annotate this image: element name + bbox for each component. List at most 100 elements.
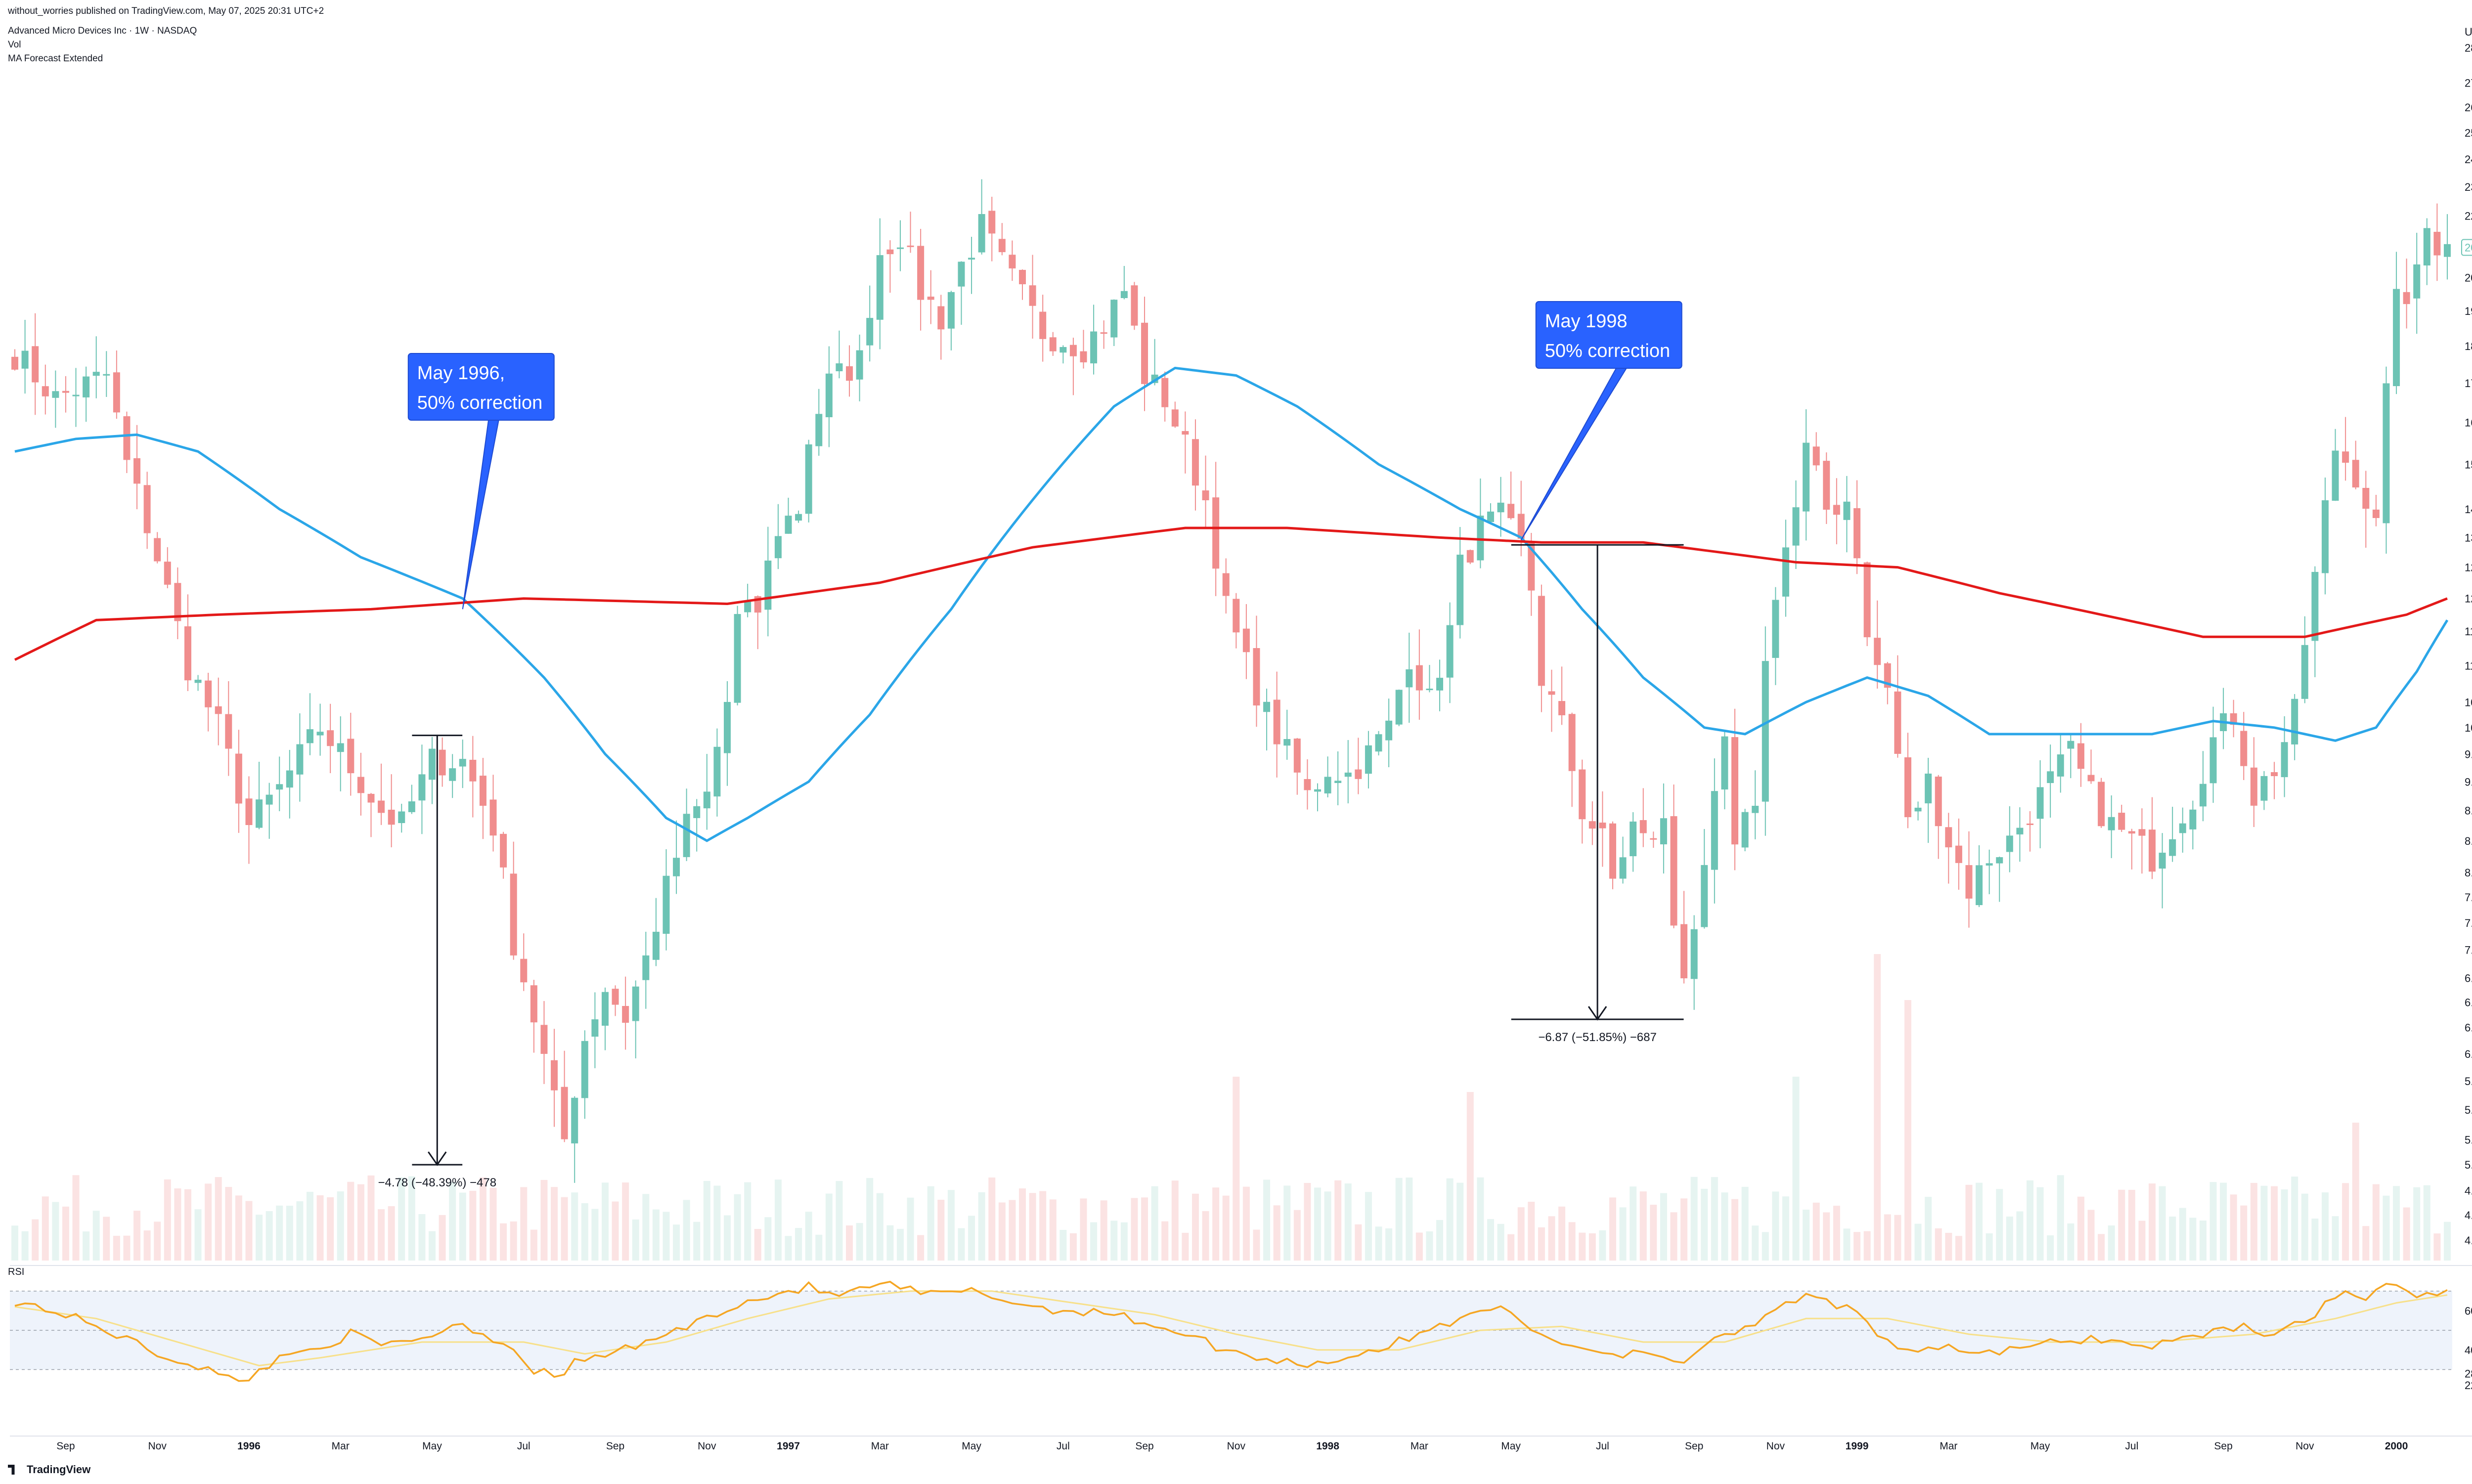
volume-bar [1192, 1193, 1199, 1261]
volume-bar [123, 1235, 131, 1261]
vol-indicator-label[interactable]: Vol [8, 40, 21, 50]
candle-body [1324, 777, 1331, 794]
price-tick-label: 7.70 [2465, 891, 2472, 904]
candle-body [378, 800, 385, 813]
volume-bar [1538, 1227, 1545, 1261]
candle-body [856, 350, 863, 380]
tradingview-footer: TradingView [8, 1463, 90, 1476]
time-tick-label: Nov [2295, 1440, 2314, 1452]
volume-bar [2128, 1189, 2135, 1261]
candle-body [1639, 820, 1647, 833]
candle-body [1018, 269, 1026, 284]
volume-bar [1762, 1232, 1769, 1261]
candle-body [225, 714, 232, 749]
candle-body [1283, 739, 1291, 746]
candle-body [32, 346, 39, 383]
volume-bar [540, 1179, 548, 1261]
volume-bar [652, 1209, 660, 1261]
callout-line2: 50% correction [417, 393, 542, 413]
volume-bar [500, 1223, 507, 1261]
candle-body [439, 749, 446, 776]
volume-bar [337, 1191, 344, 1261]
candle-body [1874, 638, 1881, 665]
candle-body [276, 784, 283, 790]
volume-bar [2240, 1205, 2248, 1261]
volume-bar [2362, 1226, 2370, 1261]
callout-line2: 50% correction [1545, 341, 1670, 361]
candle-body [561, 1087, 568, 1139]
volume-bar [551, 1187, 558, 1261]
candle-body [154, 538, 161, 562]
volume-bar [215, 1177, 222, 1261]
volume-bar [927, 1186, 934, 1261]
candle-body [1212, 497, 1220, 569]
candle-body [1273, 699, 1280, 744]
candle-body [1650, 838, 1657, 840]
volume-bar [1579, 1232, 1586, 1261]
candle-body [1589, 821, 1596, 829]
time-axis[interactable]: Sep Nov 1996 Mar May Jul Sep Nov 1997 Mar May Jul Se… [10, 1436, 2472, 1452]
candle-body [1762, 661, 1769, 802]
volume-bar [1283, 1185, 1291, 1261]
volume-bar [1996, 1189, 2003, 1261]
rsi-line [14, 1280, 2448, 1382]
candle-body [174, 583, 181, 621]
volume-bar [1233, 1077, 1240, 1261]
candle-body [1355, 769, 1362, 779]
candle-body [133, 458, 141, 484]
price-tick-label: 4.54 [2465, 1234, 2472, 1247]
volume-bar [2311, 1219, 2319, 1261]
candle-body [205, 680, 212, 707]
volume-bar [52, 1202, 59, 1261]
time-tick-label: Jul [517, 1440, 530, 1452]
volume-bar [937, 1200, 945, 1261]
price-axis[interactable]: USD28.5027.0026.0025.0024.0023.0022.0021… [2461, 26, 2472, 1247]
candle-body [1528, 541, 1535, 591]
candle-body [1884, 663, 1891, 688]
volume-bar [1039, 1191, 1047, 1261]
time-tick-label: 1997 [777, 1440, 800, 1452]
time-tick-label: 1999 [1846, 1440, 1869, 1452]
candle-body [866, 318, 874, 346]
rsi-label[interactable]: RSI [8, 1266, 25, 1277]
candle-body [2240, 731, 2248, 766]
volume-bar [713, 1185, 721, 1261]
candle-body [734, 614, 741, 703]
candle-body [2006, 835, 2013, 852]
price-tick-label: 10.00 [2465, 722, 2472, 734]
candle-body [1701, 865, 1708, 927]
volume-bar [2271, 1186, 2278, 1261]
volume-bar [1517, 1207, 1525, 1261]
volume-bar [1741, 1186, 1749, 1261]
candle-body [1192, 439, 1199, 486]
candle-body [1039, 311, 1047, 339]
measure-1998: −6.87 (−51.85%) −687 [1511, 544, 1684, 1044]
symbol-title[interactable]: Advanced Micro Devices Inc · 1W · NASDAQ [8, 26, 197, 36]
volume-bar [2342, 1183, 2349, 1261]
volume-bar [2444, 1222, 2451, 1261]
volume-bar [581, 1203, 588, 1261]
rsi-tick-label: 60.00 [2465, 1305, 2472, 1317]
volume-bar [2352, 1123, 2359, 1261]
candle-body [2321, 500, 2329, 573]
volume-bar [1120, 1222, 1128, 1261]
candle-body [2423, 228, 2430, 266]
volume-bar [1721, 1192, 1728, 1261]
candle-body [194, 680, 202, 683]
candle-body [1925, 773, 1932, 804]
candle-body [1161, 378, 1169, 407]
price-tick-label: 6.55 [2465, 996, 2472, 1008]
last-price-label: 20.95 [2465, 242, 2472, 254]
rsi-tick-label: 28.00 [2465, 1367, 2472, 1380]
volume-bar [489, 1187, 497, 1261]
candle-body [571, 1097, 578, 1144]
callout-pointer [1520, 368, 1628, 540]
volume-bar [2149, 1183, 2156, 1261]
volume-bar [1904, 1000, 1911, 1261]
time-tick-label: Sep [2214, 1440, 2232, 1452]
ma-forecast-label[interactable]: MA Forecast Extended [8, 53, 103, 64]
time-tick-label: May [962, 1440, 981, 1452]
candle-body [83, 376, 90, 397]
candle-body [1334, 781, 1342, 783]
